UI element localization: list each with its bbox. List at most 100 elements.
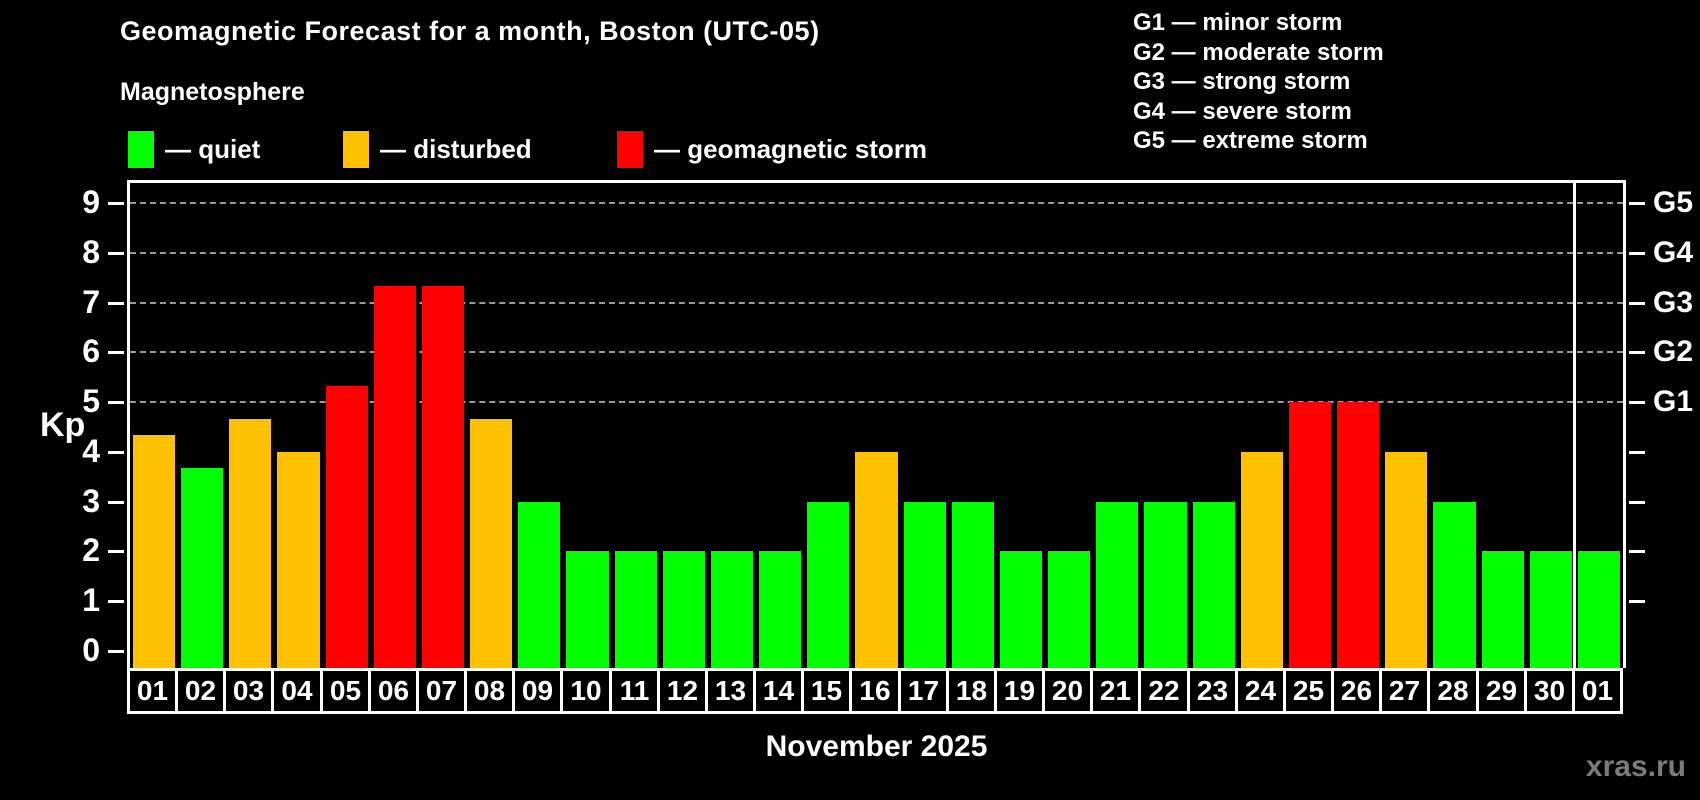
- y-tick-left-3: [108, 500, 124, 504]
- bar-nov-11: [614, 551, 657, 668]
- gridline-kp6: [130, 351, 1623, 354]
- bar-nov-14: [759, 551, 802, 668]
- bar-nov-20: [1048, 551, 1091, 668]
- gridline-kp8: [130, 251, 1623, 254]
- g-legend-line-g1: G1 — minor storm: [1133, 9, 1343, 36]
- y-tick-left-7: [108, 301, 124, 305]
- y-tick-label-5: 5: [82, 382, 100, 419]
- y-tick-label-0: 0: [82, 631, 100, 668]
- chart-subtitle: Magnetosphere: [120, 78, 305, 106]
- watermark: xras.ru: [1585, 750, 1686, 783]
- x-axis-title: November 2025: [765, 730, 988, 763]
- day-label-nov-30: 30: [1524, 668, 1575, 714]
- y-tick-right-2: [1629, 550, 1645, 554]
- y-tick-right-4: [1629, 450, 1645, 454]
- legend-item-quiet: — quiet: [128, 131, 260, 168]
- g-axis-label-g5: G5: [1653, 185, 1694, 219]
- bar-nov-21: [1096, 501, 1139, 668]
- day-label-nov-11: 11: [609, 668, 660, 714]
- day-label-nov-14: 14: [753, 668, 804, 714]
- y-tick-right-8: [1629, 251, 1645, 255]
- y-tick-right-1: [1629, 600, 1645, 604]
- y-tick-label-6: 6: [82, 333, 100, 370]
- g-legend-line-g5: G5 — extreme storm: [1133, 127, 1368, 154]
- y-tick-label-9: 9: [82, 183, 100, 220]
- y-tick-left-5: [108, 401, 124, 405]
- y-tick-left-4: [108, 450, 124, 454]
- legend-label-quiet: — quiet: [165, 134, 261, 164]
- day-label-nov-27: 27: [1379, 668, 1430, 714]
- disturbed-color-swatch: [343, 131, 369, 168]
- bar-nov-26: [1337, 402, 1380, 668]
- bar-nov-07: [421, 286, 465, 668]
- day-label-nov-04: 04: [271, 668, 323, 714]
- day-label-nov-19: 19: [994, 668, 1045, 714]
- y-tick-left-9: [108, 201, 124, 205]
- y-tick-left-1: [108, 600, 124, 604]
- bar-nov-05: [325, 385, 368, 668]
- day-label-nov-22: 22: [1138, 668, 1190, 714]
- bar-nov-09: [518, 501, 561, 668]
- y-tick-label-2: 2: [82, 532, 100, 569]
- y-tick-label-1: 1: [82, 581, 100, 618]
- bar-nov-04: [277, 451, 320, 668]
- y-tick-left-8: [108, 251, 124, 255]
- bar-nov-02: [181, 468, 224, 668]
- day-label-nov-07: 07: [416, 668, 467, 714]
- bar-nov-01: [133, 435, 176, 668]
- day-label-nov-01: 01: [127, 668, 178, 714]
- y-tick-left-6: [108, 351, 124, 355]
- y-tick-right-6: [1629, 351, 1645, 355]
- g-legend-line-g4: G4 — severe storm: [1133, 97, 1352, 125]
- g-legend-line-g2: G2 — moderate storm: [1133, 38, 1384, 66]
- day-label-nov-06: 06: [368, 668, 419, 714]
- day-label-nov-24: 24: [1235, 668, 1286, 714]
- bar-nov-25: [1288, 402, 1332, 668]
- bar-nov-22: [1144, 501, 1187, 668]
- day-label-nov-26: 26: [1331, 668, 1382, 714]
- g-axis-label-g3: G3: [1653, 285, 1694, 319]
- day-label-nov-20: 20: [1042, 668, 1093, 714]
- day-label-nov-09: 09: [512, 668, 563, 714]
- day-label-nov-10: 10: [560, 668, 612, 714]
- day-label-nov-21: 21: [1090, 668, 1141, 714]
- g-axis-label-g1: G1: [1653, 385, 1694, 419]
- day-label-nov-02: 02: [175, 668, 226, 714]
- day-label-dec-01: 01: [1572, 668, 1623, 714]
- day-label-nov-28: 28: [1427, 668, 1479, 714]
- y-tick-left-2: [108, 550, 124, 554]
- day-label-nov-08: 08: [464, 668, 515, 714]
- legend-item-disturbed: — disturbed: [343, 131, 532, 168]
- plot-frame: 0 1 2 3 4 5 6 7 8 9 G1 G2 G3 G4 G5: [82, 180, 1693, 668]
- bar-nov-30: [1529, 551, 1572, 668]
- y-tick-left-0: [108, 650, 124, 653]
- storm-color-swatch: [617, 131, 643, 168]
- day-label-nov-12: 12: [657, 668, 708, 714]
- bar-nov-06: [373, 286, 416, 668]
- day-label-nov-17: 17: [898, 668, 949, 714]
- page-title: Geomagnetic Forecast for a month, Boston…: [120, 16, 820, 46]
- y-tick-right-7: [1629, 301, 1645, 305]
- y-tick-label-4: 4: [82, 432, 100, 469]
- day-label-nov-29: 29: [1476, 668, 1527, 714]
- day-label-nov-16: 16: [849, 668, 901, 714]
- bar-nov-27: [1385, 451, 1428, 668]
- g-scale-legend: G1 — minor storm G2 — moderate storm G3 …: [1133, 8, 1384, 156]
- day-label-nov-03: 03: [223, 668, 274, 714]
- bar-nov-29: [1481, 551, 1524, 668]
- quiet-color-swatch: [128, 131, 154, 168]
- legend-label-disturbed: — disturbed: [380, 134, 532, 164]
- bar-nov-08: [470, 418, 513, 668]
- y-tick-right-9: [1629, 201, 1645, 205]
- bar-nov-18: [951, 501, 994, 668]
- y-axis-title: Kp: [40, 406, 86, 444]
- day-label-nov-15: 15: [801, 668, 852, 714]
- x-axis-day-strip: 01 02 03 04 05 06 07 08 09 10 11 12 13 14 15 16 17 18 19 20…: [127, 668, 1629, 714]
- day-label-nov-23: 23: [1187, 668, 1238, 714]
- g-axis-label-g2: G2: [1653, 335, 1694, 369]
- y-tick-label-7: 7: [82, 283, 100, 320]
- plot-area: 0 1 2 3 4 5 6 7 8 9 G1 G2 G3 G4 G5: [82, 183, 1693, 668]
- bar-nov-13: [710, 551, 754, 668]
- bar-nov-03: [229, 418, 272, 668]
- bar-nov-16: [855, 451, 898, 668]
